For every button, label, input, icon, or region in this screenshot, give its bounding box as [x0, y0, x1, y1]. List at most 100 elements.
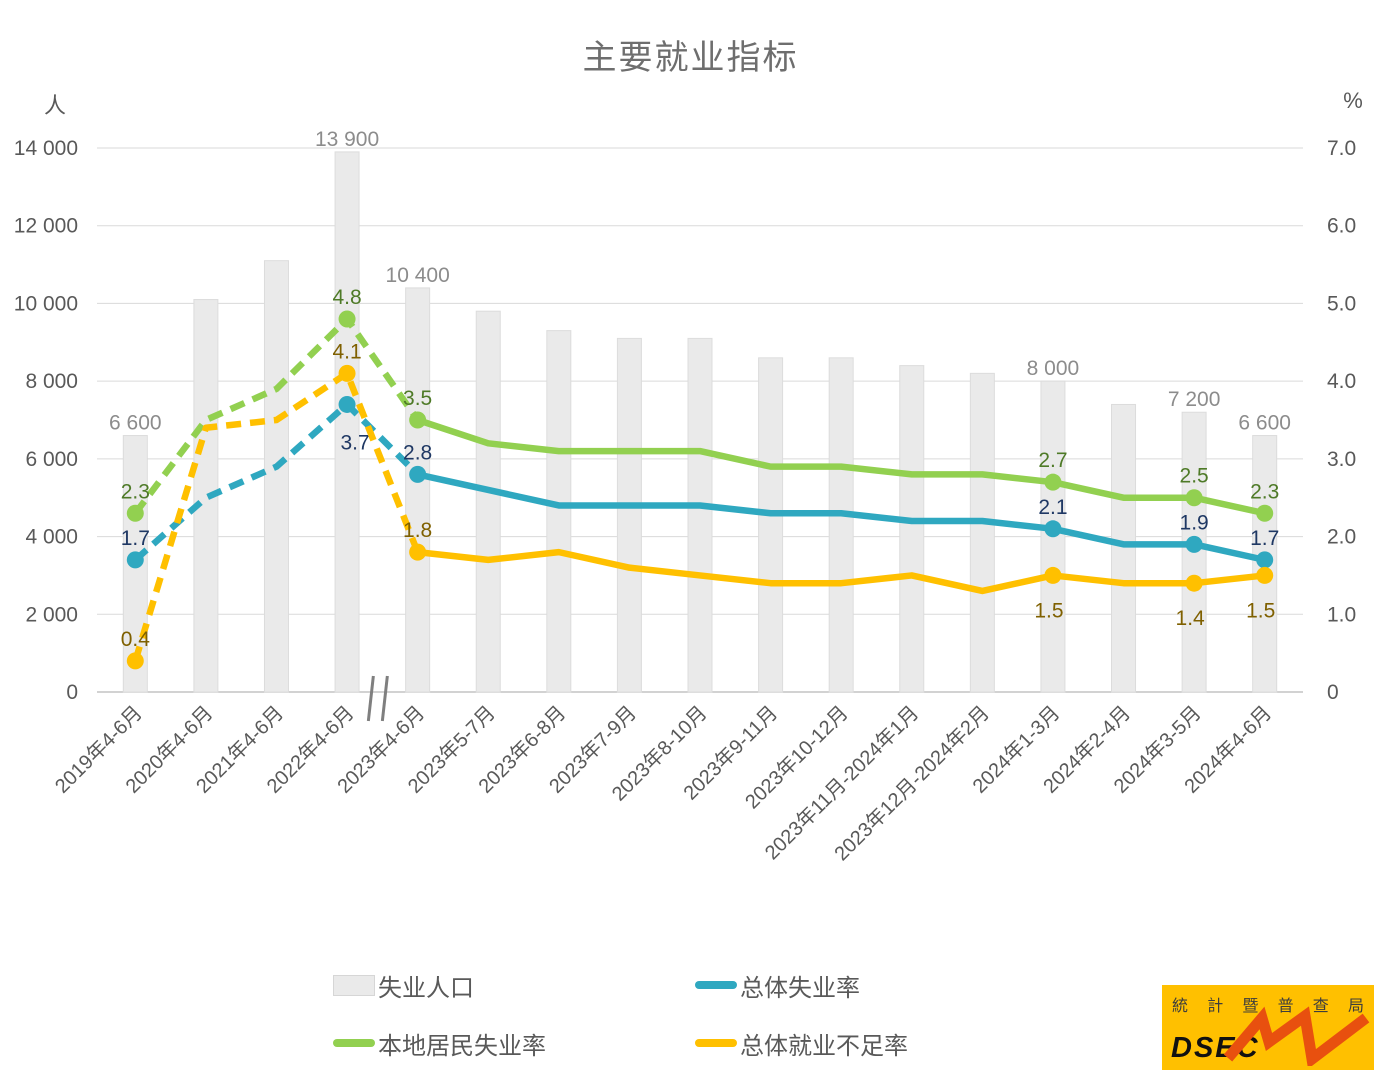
unemployed-population-bar	[475, 310, 501, 693]
overall_unemployment-marker	[1185, 535, 1203, 553]
underemployment-marker	[1185, 574, 1203, 592]
right-axis-tick-label: 5.0	[1327, 292, 1356, 315]
local_unemployment-line	[414, 416, 1268, 517]
line-data-label: 2.7	[1038, 449, 1067, 472]
unemployed-population-bar	[969, 372, 995, 693]
left-axis-unit: 人	[43, 93, 66, 118]
dsec-org-char: 局	[1347, 998, 1364, 1015]
chart-title: 主要就业指标	[582, 39, 799, 77]
bar-data-label: 7 200	[1168, 388, 1221, 411]
dsec-org-char: 暨	[1242, 998, 1259, 1015]
left-axis-tick-label: 4 000	[25, 526, 78, 549]
line-data-label: 2.5	[1180, 465, 1209, 488]
left-axis-tick-label: 8 000	[25, 370, 78, 393]
line-data-label: 1.5	[1246, 599, 1275, 622]
overall_unemployment-marker	[126, 551, 144, 569]
overall_unemployment-marker	[1044, 520, 1062, 538]
local_unemployment-line-dashed	[132, 315, 421, 516]
legend-line-swatch	[695, 981, 737, 989]
dsec-logo: 統計暨普查局 DSEC	[1162, 985, 1374, 1070]
unemployed-population-bar	[616, 337, 642, 693]
underemployment-marker	[1044, 566, 1062, 584]
local_unemployment-marker	[1256, 504, 1274, 522]
dsec-zigzag-icon	[1223, 1006, 1370, 1066]
legend-item: 总体失业率	[695, 968, 860, 1002]
legend-label: 总体就业不足率	[740, 1032, 908, 1060]
line-data-label: 1.7	[1250, 527, 1279, 550]
line-data-label: 2.3	[121, 480, 150, 503]
line-data-label: 1.7	[121, 527, 150, 550]
line-data-label: 4.8	[332, 286, 361, 309]
axis-break-mark	[380, 675, 389, 722]
overall_unemployment-marker	[1256, 551, 1274, 569]
unemployed-population-bar	[334, 151, 360, 693]
legend-item: 总体就业不足率	[695, 1026, 908, 1060]
unemployed-population-bar	[687, 337, 713, 693]
unemployed-population-bar	[899, 365, 925, 693]
line-data-label: 1.8	[403, 519, 432, 542]
right-axis-unit: %	[1343, 88, 1363, 113]
legend-bar-swatch	[333, 974, 375, 996]
left-axis-tick-label: 0	[66, 681, 78, 704]
legend-label: 失业人口	[378, 974, 474, 1002]
local_unemployment-marker	[409, 411, 427, 429]
unemployed-population-bar	[546, 330, 572, 693]
overall_unemployment-marker	[409, 465, 427, 483]
dsec-org-char: 查	[1312, 998, 1329, 1015]
right-axis-tick-label: 6.0	[1327, 215, 1356, 238]
local_unemployment-marker	[126, 504, 144, 522]
left-axis-tick-label: 14 000	[14, 137, 78, 160]
overall_unemployment-marker	[338, 395, 356, 413]
underemployment-line-dashed	[132, 370, 421, 662]
underemployment-line	[414, 548, 1268, 595]
local_unemployment-marker	[1185, 489, 1203, 507]
left-axis-tick-label: 10 000	[14, 292, 78, 315]
legend-item: 本地居民失业率	[333, 1026, 546, 1060]
right-axis-tick-label: 4.0	[1327, 370, 1356, 393]
local_unemployment-marker	[1044, 473, 1062, 491]
bar-data-label: 10 400	[386, 264, 450, 287]
right-axis-tick-label: 3.0	[1327, 448, 1356, 471]
line-data-label: 0.4	[121, 628, 151, 651]
underemployment-marker	[1256, 566, 1274, 584]
line-data-label: 1.4	[1176, 607, 1206, 630]
legend-line-swatch	[333, 1039, 375, 1047]
dsec-org-char: 統	[1172, 998, 1189, 1015]
right-axis-tick-label: 7.0	[1327, 137, 1356, 160]
unemployed-population-bar	[1111, 403, 1137, 693]
legend-label: 总体失业率	[740, 974, 860, 1002]
axis-break-mark	[366, 675, 375, 722]
bar-data-label: 6 600	[109, 412, 162, 435]
underemployment-marker	[409, 543, 427, 561]
line-data-label: 2.3	[1250, 480, 1279, 503]
dsec-org-name: 統計暨普查局	[1172, 992, 1364, 1016]
line-data-label: 4.1	[332, 340, 361, 363]
left-axis-tick-label: 6 000	[25, 448, 78, 471]
line-data-label: 1.5	[1034, 599, 1063, 622]
local_unemployment-marker	[338, 310, 356, 328]
dsec-org-char: 普	[1277, 998, 1294, 1015]
underemployment-marker	[126, 652, 144, 670]
line-data-label: 2.1	[1038, 496, 1067, 519]
right-axis-tick-label: 2.0	[1327, 526, 1356, 549]
right-axis-tick-label: 0	[1327, 681, 1339, 704]
dsec-org-char: 計	[1207, 998, 1224, 1015]
bar-data-label: 13 900	[315, 128, 379, 151]
unemployed-population-bar	[828, 357, 854, 693]
legend-line-swatch	[695, 1039, 737, 1047]
employment-indicators-chart: 14 000 7.0 12 000 6.0 10 000 5.0 8 000 4.0 6 000…	[14, 128, 1356, 865]
line-data-label: 3.5	[403, 387, 432, 410]
left-axis-tick-label: 2 000	[25, 603, 78, 626]
left-axis-tick-label: 12 000	[14, 215, 78, 238]
legend-label: 本地居民失业率	[378, 1032, 546, 1060]
line-data-label: 1.9	[1180, 511, 1209, 534]
unemployed-population-bar	[263, 260, 289, 693]
legend-item: 失业人口	[333, 968, 474, 1002]
unemployed-population-bar	[405, 287, 431, 693]
line-data-label: 2.8	[403, 441, 432, 464]
bar-data-label: 8 000	[1027, 357, 1080, 380]
line-data-label: 3.7	[340, 431, 369, 454]
unemployed-population-bar	[758, 357, 784, 693]
right-axis-tick-label: 1.0	[1327, 603, 1356, 626]
